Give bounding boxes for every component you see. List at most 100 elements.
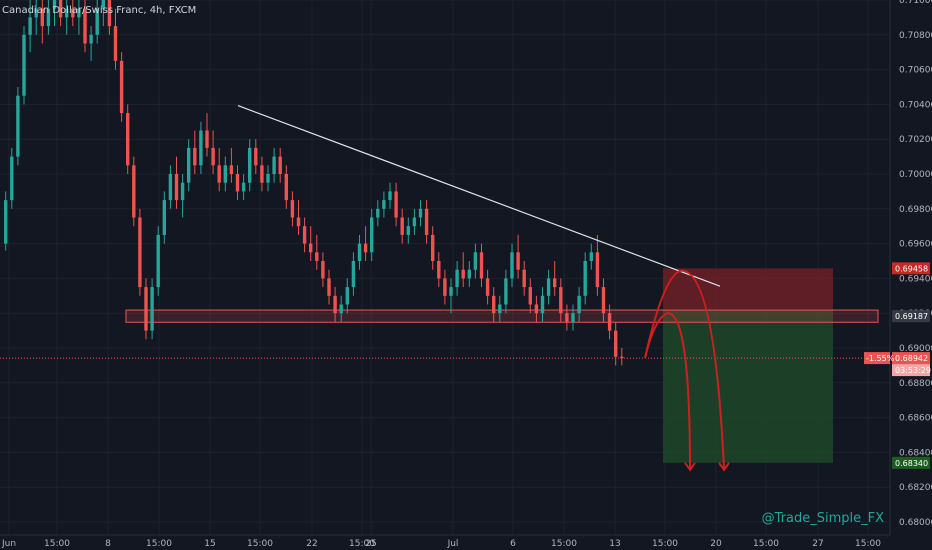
candle-body (455, 269, 459, 288)
candle-body (595, 252, 600, 288)
candle-body (516, 252, 520, 270)
candle-body (235, 174, 240, 192)
time-tick-label: Jun (1, 539, 16, 549)
candle-body (266, 174, 270, 183)
candle-body (504, 278, 508, 305)
candle-body (418, 208, 423, 218)
time-axis[interactable] (0, 535, 932, 550)
candle-body (424, 208, 429, 235)
candle-body (77, 8, 81, 18)
candle-body (89, 34, 93, 44)
time-tick-label: 15 (204, 539, 215, 549)
candle-body (58, 0, 63, 18)
projection-arrow-path[interactable] (644, 269, 725, 470)
candle-body (400, 217, 404, 235)
candle-body (351, 261, 356, 288)
candle-body (52, 0, 57, 9)
candle-body (71, 8, 75, 18)
candle-body (193, 147, 197, 166)
candle-body (510, 252, 514, 279)
take-profit-price-tag: 0.68340 (895, 459, 928, 468)
candle-body (296, 217, 301, 227)
position-boxes (125, 268, 879, 463)
candle-body (565, 313, 569, 322)
candle-body (187, 147, 191, 183)
price-tick-label: 0.68000 (899, 518, 932, 528)
arrow-head-icon (684, 462, 696, 472)
candle-body (278, 156, 282, 174)
time-tick-label: 27 (812, 539, 823, 549)
time-tick-label: 15:00 (349, 539, 375, 549)
countdown-tag: 03:53:29 (895, 366, 931, 375)
candle-body (272, 156, 276, 174)
candle-body (473, 252, 478, 270)
candle-body (431, 234, 435, 261)
support-resistance-zone[interactable] (125, 309, 879, 323)
candle-body (223, 165, 227, 183)
candle-body (485, 278, 490, 296)
candle-body (302, 226, 307, 244)
candle-body (333, 295, 337, 314)
candle-body (443, 278, 447, 296)
candle-body (339, 304, 343, 314)
candle-body (4, 200, 8, 244)
time-tick-label: 13 (609, 539, 620, 549)
time-tick-label: 15:00 (855, 539, 881, 549)
candle-body (309, 243, 313, 253)
candle-body (522, 269, 526, 288)
candle-body (174, 174, 179, 201)
candle-body (34, 8, 38, 18)
chart-title: Canadian Dollar/Swiss Franc, 4h, FXCM (2, 5, 196, 16)
drawings (0, 105, 890, 472)
time-tick-label: 15:00 (146, 539, 172, 549)
candle-body (620, 356, 624, 359)
resistance-price-tag-bg (892, 310, 930, 323)
candle-body (199, 130, 203, 166)
candle-body (376, 208, 380, 218)
candle-body (260, 165, 264, 183)
candle-body (138, 217, 142, 288)
candle-body (241, 182, 246, 192)
candle-body (211, 147, 215, 166)
candle-body (46, 8, 51, 27)
projection-arrow-path[interactable] (644, 312, 691, 470)
take-profit-box[interactable] (663, 309, 833, 463)
candle-body (363, 243, 368, 253)
candle-body (559, 287, 563, 314)
candle-body (83, 8, 87, 44)
candle-body (357, 243, 362, 261)
candle-body (467, 269, 471, 279)
candle-body (95, 8, 99, 35)
resistance-price-tag: 0.69187 (895, 312, 928, 321)
candle-body (144, 287, 148, 331)
candle-body (437, 261, 441, 279)
candle-body (406, 226, 410, 235)
descending-trendline[interactable] (237, 105, 721, 287)
time-tick-label: Jul (447, 539, 459, 549)
candle-body (394, 191, 398, 218)
candle-body (290, 200, 295, 218)
arrow-head-icon (718, 462, 730, 472)
candle-body (601, 287, 606, 314)
time-tick-label: 25 (365, 539, 376, 549)
time-tick-label: 15:00 (652, 539, 678, 549)
candle-body (370, 217, 374, 253)
stop-loss-price-tag: 0.69458 (895, 264, 928, 273)
candle-body (327, 278, 331, 296)
candle-body (126, 113, 130, 166)
candle-body (229, 165, 234, 174)
candle-body (583, 261, 587, 296)
time-tick-label: 15:00 (44, 539, 70, 549)
candle-body (205, 130, 209, 148)
